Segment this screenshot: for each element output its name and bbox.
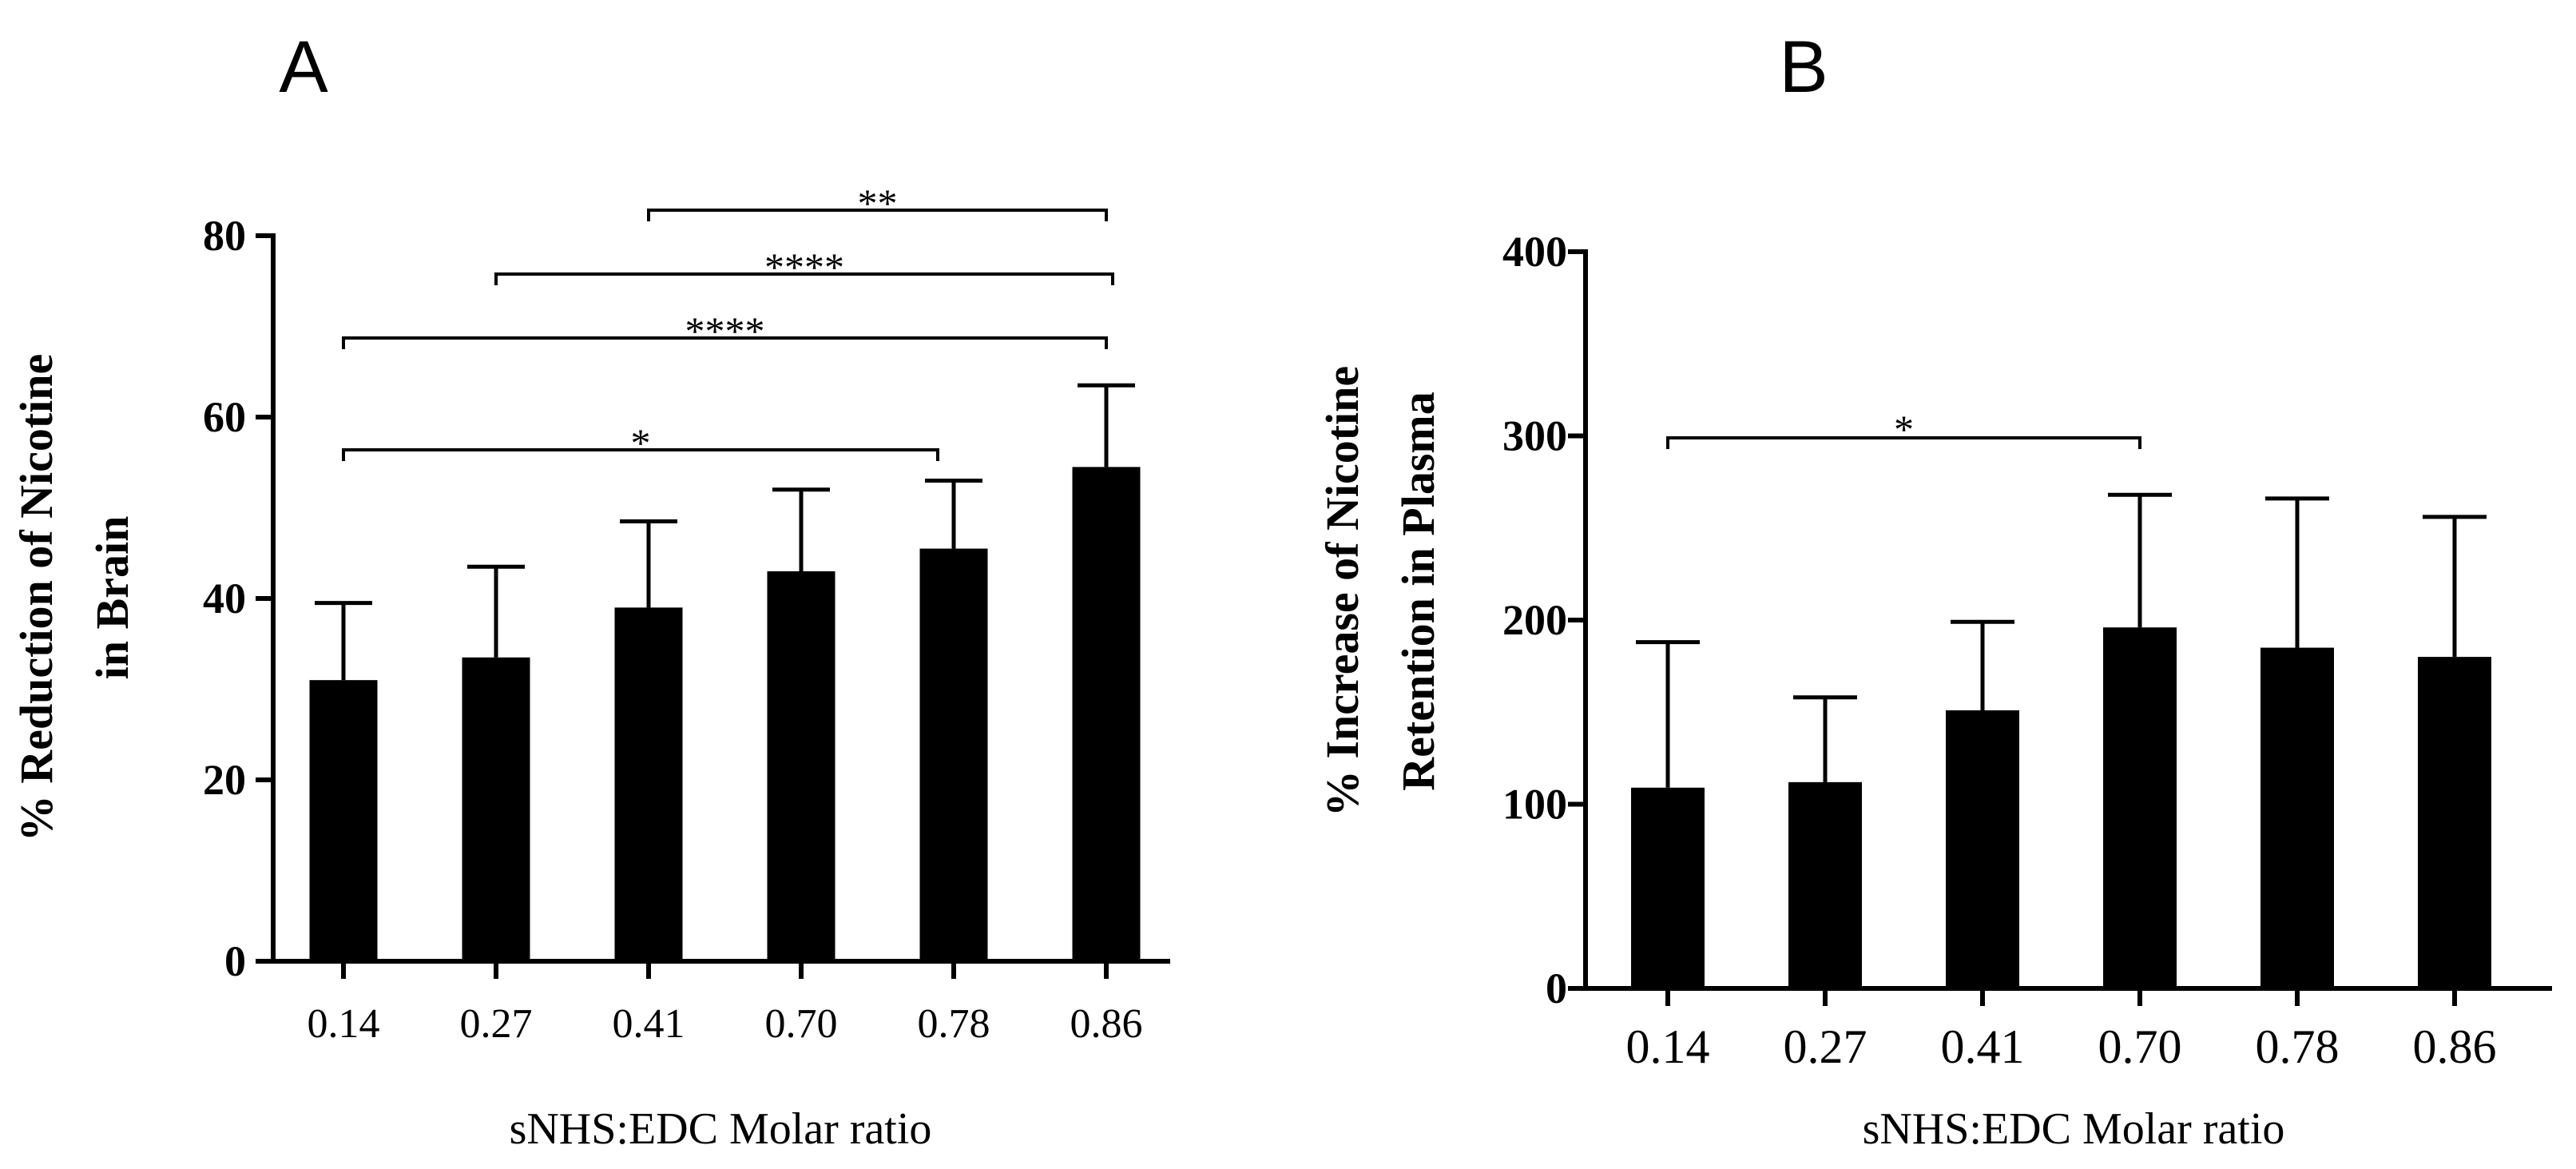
y-axis-title-line-a-2: in Brain [86, 516, 138, 680]
x-tick-label-b-2: 0.27 [1784, 1020, 1868, 1073]
significance-label-a-2: **** [764, 245, 844, 289]
x-tick-label-b-6: 0.86 [2413, 1020, 2497, 1073]
significance-bracket-a-4 [342, 448, 939, 461]
y-tick-label-b-400: 400 [1502, 228, 1567, 276]
y-tick-label-b-300: 300 [1502, 412, 1567, 460]
significance-label-a-1: ** [858, 181, 898, 225]
bar-a-1 [309, 680, 378, 961]
x-tick-label-b-3: 0.41 [1941, 1020, 2025, 1073]
bar-a-5 [919, 548, 988, 961]
y-tick-label-a-20: 20 [203, 756, 246, 804]
panel-label-a: A [279, 26, 328, 108]
y-axis-title-line-a-1: % Reduction of Nicotine [10, 354, 62, 842]
bar-a-2 [462, 657, 530, 961]
y-tick-label-a-80: 80 [203, 212, 246, 260]
bar-b-3 [1946, 710, 2019, 988]
y-axis-title-b: % Increase of Nicotine Retention in Plasm… [1316, 366, 1444, 817]
significance-label-a-4: * [631, 420, 651, 465]
y-axis-title-a: % Reduction of Nicotine in Brain [10, 354, 138, 842]
x-tick-label-a-3: 0.41 [613, 1001, 685, 1047]
y-tick-label-a-0: 0 [224, 937, 246, 985]
x-tick-label-a-1: 0.14 [308, 1001, 380, 1047]
bar-b-6 [2418, 657, 2491, 988]
y-axis-title-line-b-2: Retention in Plasma [1392, 392, 1444, 790]
panel-a: A 0 20 40 60 80 0.14 0.27 0.41 0.70 0.78 0.86 sNHS:E… [10, 26, 1170, 1154]
panel-label-b: B [1779, 26, 1828, 108]
y-tick-label-b-200: 200 [1502, 596, 1567, 644]
bar-b-5 [2260, 647, 2334, 988]
x-tick-label-a-5: 0.78 [918, 1001, 990, 1047]
significance-bracket-a-1 [647, 209, 1108, 221]
x-tick-label-a-6: 0.86 [1070, 1001, 1143, 1047]
y-tick-label-a-40: 40 [203, 575, 246, 622]
bar-b-2 [1788, 781, 1862, 988]
significance-bracket-a-2 [494, 272, 1114, 285]
y-tick-label-b-100: 100 [1502, 781, 1567, 829]
x-tick-label-b-1: 0.14 [1626, 1020, 1710, 1073]
significance-label-a-3: **** [685, 308, 765, 353]
x-tick-label-b-5: 0.78 [2256, 1020, 2340, 1073]
bar-a-4 [767, 571, 836, 961]
y-axis-title-line-b-1: % Increase of Nicotine [1316, 366, 1368, 817]
significance-label-b-1: * [1894, 407, 1914, 451]
bar-a-6 [1072, 467, 1141, 961]
x-tick-label-a-4: 0.70 [765, 1001, 838, 1047]
x-axis-title-a: sNHS:EDC Molar ratio [510, 1104, 932, 1154]
x-tick-label-b-4: 0.70 [2098, 1020, 2182, 1073]
x-axis-title-b: sNHS:EDC Molar ratio [1863, 1104, 2285, 1154]
y-tick-label-a-60: 60 [203, 393, 246, 441]
bar-a-3 [614, 607, 683, 961]
significance-bracket-b-1 [1666, 436, 2141, 449]
bar-b-1 [1631, 787, 1705, 988]
bar-b-4 [2103, 627, 2177, 988]
significance-bracket-a-3 [342, 336, 1108, 349]
panel-b: B 0 100 200 300 400 0.14 0.27 0.41 0.70 0.78 0.86 sN… [1316, 26, 2552, 1154]
x-tick-label-a-2: 0.27 [460, 1001, 533, 1047]
y-tick-label-b-0: 0 [1546, 964, 1567, 1012]
